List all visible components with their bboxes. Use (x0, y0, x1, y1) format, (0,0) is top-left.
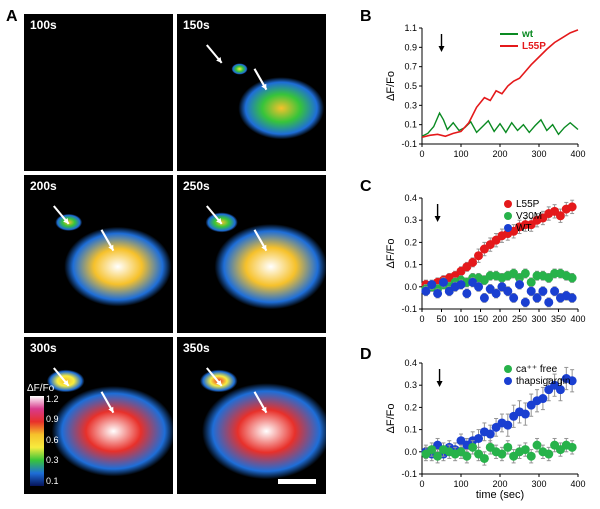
chart-D: -0.1 0.0 0.1 0.2 0.3 0.4 0 100 200 300 400 ΔF/Fo tim… (384, 355, 584, 500)
chart-C: -0.1 0.0 0.1 0.2 0.3 0.4 0 50 100 150 200 250 300 350… (384, 190, 584, 335)
svg-text:WT: WT (516, 223, 532, 234)
svg-text:350: 350 (551, 314, 566, 324)
svg-text:0.1: 0.1 (404, 425, 417, 435)
svg-text:200: 200 (492, 149, 507, 159)
arrow-icon (101, 230, 113, 251)
colorbar-tick: 1.2 (46, 394, 59, 404)
svg-text:ca⁺⁺ free: ca⁺⁺ free (516, 364, 558, 375)
svg-text:wt: wt (521, 29, 534, 40)
svg-text:L55P: L55P (516, 199, 540, 210)
arrow-icon (207, 368, 222, 386)
svg-text:ΔF/Fo: ΔF/Fo (385, 239, 397, 269)
svg-text:ΔF/Fo: ΔF/Fo (385, 404, 397, 434)
colorbar-tick: 0.9 (46, 414, 59, 424)
svg-text:1.1: 1.1 (404, 23, 417, 33)
arrow-icon (54, 368, 69, 386)
svg-text:0: 0 (419, 149, 424, 159)
svg-text:0: 0 (419, 314, 424, 324)
svg-text:100: 100 (453, 149, 468, 159)
svg-text:400: 400 (570, 479, 585, 489)
svg-text:0.0: 0.0 (404, 282, 417, 292)
arrow-icon (207, 45, 222, 63)
svg-text:0.1: 0.1 (404, 120, 417, 130)
svg-text:0.0: 0.0 (404, 447, 417, 457)
svg-text:200: 200 (492, 479, 507, 489)
chart-B: -0.1 0.1 0.3 0.5 0.7 0.9 1.1 0 100 200 300 400 ΔF/Fo… (384, 20, 584, 170)
microscopy-grid: 100s150s200s250s300sΔF/Fo1.20.90.60.30.1… (24, 14, 326, 494)
microscopy-frame-100s: 100s (24, 14, 173, 171)
panel-label-A: A (6, 8, 18, 26)
arrow-icon (54, 206, 69, 224)
panel-label-C: C (360, 178, 372, 196)
svg-text:L55P: L55P (522, 41, 546, 52)
microscopy-frame-200s: 200s (24, 175, 173, 332)
svg-text:400: 400 (570, 149, 585, 159)
microscopy-frame-300s: 300sΔF/Fo1.20.90.60.30.1 (24, 337, 173, 494)
svg-text:thapsigargin: thapsigargin (516, 376, 570, 387)
svg-text:-0.1: -0.1 (401, 469, 417, 479)
svg-text:300: 300 (531, 149, 546, 159)
svg-text:-0.1: -0.1 (401, 139, 417, 149)
svg-text:250: 250 (512, 314, 527, 324)
colorbar-tick: 0.1 (46, 476, 59, 486)
svg-text:150: 150 (473, 314, 488, 324)
svg-text:300: 300 (531, 479, 546, 489)
svg-text:0.9: 0.9 (404, 42, 417, 52)
svg-text:50: 50 (436, 314, 446, 324)
colorbar-title: ΔF/Fo (27, 383, 54, 394)
svg-text:200: 200 (492, 314, 507, 324)
svg-text:0.4: 0.4 (404, 358, 417, 368)
arrow-icon (101, 391, 113, 412)
svg-text:0.5: 0.5 (404, 81, 417, 91)
svg-text:0.2: 0.2 (404, 402, 417, 412)
microscopy-frame-350s: 350s (177, 337, 326, 494)
microscopy-frame-150s: 150s (177, 14, 326, 171)
timepoint-label: 100s (30, 18, 57, 32)
svg-text:300: 300 (531, 314, 546, 324)
svg-text:0.4: 0.4 (404, 193, 417, 203)
arrow-icon (254, 69, 266, 90)
arrow-icon (254, 230, 266, 251)
svg-text:400: 400 (570, 314, 585, 324)
svg-text:0.7: 0.7 (404, 62, 417, 72)
figure-root: { "labels": {"A":"A","B":"B","C":"C","D"… (0, 0, 600, 509)
colorbar-tick: 0.3 (46, 455, 59, 465)
svg-text:0.2: 0.2 (404, 237, 417, 247)
svg-text:-0.1: -0.1 (401, 304, 417, 314)
svg-text:100: 100 (453, 479, 468, 489)
arrow-icon (207, 206, 222, 224)
svg-text:0: 0 (419, 479, 424, 489)
svg-text:0.3: 0.3 (404, 380, 417, 390)
panel-label-B: B (360, 8, 372, 26)
svg-text:0.1: 0.1 (404, 260, 417, 270)
svg-text:0.3: 0.3 (404, 100, 417, 110)
microscopy-frame-250s: 250s (177, 175, 326, 332)
scale-bar (278, 479, 316, 484)
colorbar-tick: 0.6 (46, 435, 59, 445)
svg-text:ΔF/Fo: ΔF/Fo (385, 71, 397, 101)
svg-text:time (sec): time (sec) (476, 489, 524, 501)
svg-text:0.3: 0.3 (404, 215, 417, 225)
panel-label-D: D (360, 346, 372, 364)
svg-text:100: 100 (453, 314, 468, 324)
colorbar (30, 396, 44, 486)
arrow-icon (254, 391, 266, 412)
svg-text:V30M: V30M (516, 211, 542, 222)
